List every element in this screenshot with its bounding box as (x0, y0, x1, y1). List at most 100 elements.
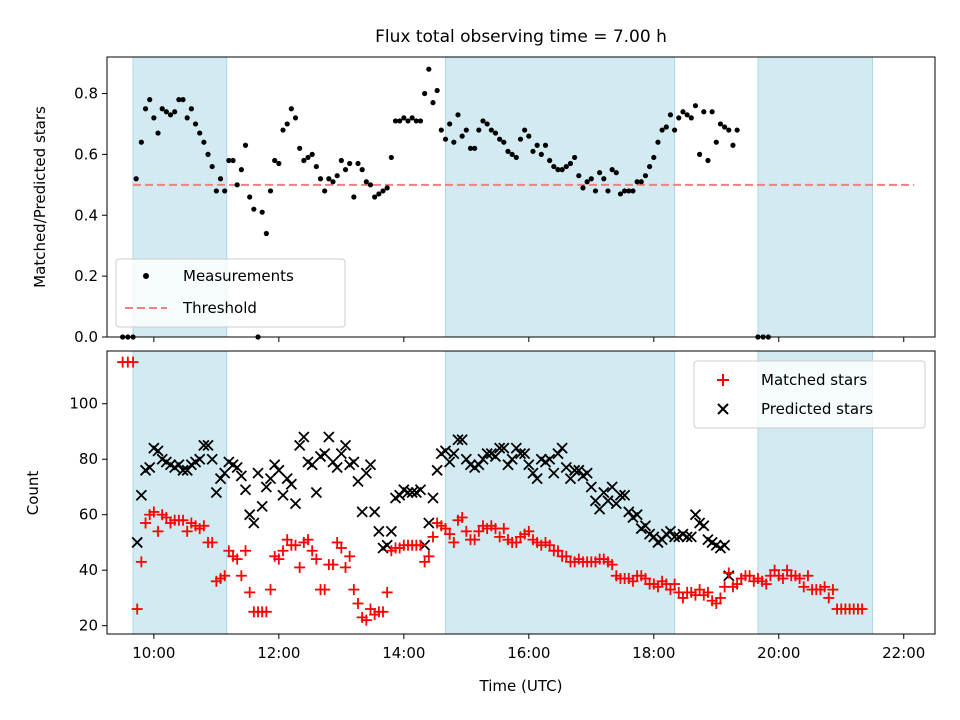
measurement-point (309, 151, 315, 157)
measurement-point (572, 154, 578, 161)
measurement-point (513, 154, 519, 161)
measurement-point (630, 188, 636, 194)
measurement-point (409, 115, 415, 121)
predicted-star-point (718, 539, 731, 551)
measurement-point (184, 115, 190, 121)
top-plot-frame (106, 56, 936, 338)
measurement-point (313, 163, 319, 170)
matched-star-point (473, 525, 485, 537)
measurement-point (455, 112, 461, 118)
matched-star-point (131, 603, 143, 615)
top-y-tick-label: 0.0 (74, 328, 98, 346)
measurement-point (159, 106, 165, 112)
measurement-point (559, 167, 565, 173)
predicted-star-point (581, 467, 593, 479)
predicted-star-point (256, 500, 268, 513)
measurement-point (722, 124, 728, 130)
measurement-point (484, 121, 490, 127)
measurement-point (397, 118, 403, 124)
measurement-point (580, 185, 586, 191)
predicted-star-point (685, 531, 697, 543)
predicted-star-point (323, 431, 335, 443)
predicted-star-point (231, 461, 243, 474)
measurement-point (180, 97, 186, 103)
measurement-point (422, 90, 428, 97)
predicted-star-point (519, 448, 531, 460)
measurement-point (605, 188, 611, 194)
predicted-star-point (648, 531, 660, 543)
measurement-point (697, 151, 703, 157)
matched-star-point (148, 506, 160, 518)
predicted-star-point (198, 439, 210, 451)
predicted-star-point (331, 461, 343, 474)
measurement-point (163, 109, 169, 115)
bottom-y-tick-label: 40 (79, 561, 98, 579)
matched-star-point (294, 561, 306, 573)
matched-star-point (827, 584, 839, 596)
matched-star-point (798, 581, 810, 593)
bottom-y-axis: 20 40 60 80 100 (69, 395, 107, 635)
measurement-point (222, 188, 228, 194)
measurement-point (659, 127, 665, 133)
matched-star-point (444, 528, 456, 540)
matched-star-point (494, 531, 506, 543)
measurement-point (267, 188, 274, 194)
predicted-star-point (210, 486, 222, 499)
x-tick-label: 20:00 (757, 644, 800, 662)
predicted-star-point (664, 525, 677, 537)
measurement-point (172, 109, 178, 115)
measurement-point (133, 176, 139, 182)
measurement-point (405, 118, 411, 124)
measurement-point (205, 151, 211, 157)
legend-measurements-marker (143, 273, 149, 279)
bottom-y-tick-label: 100 (69, 395, 98, 413)
measurement-point (434, 87, 440, 94)
measurement-point (430, 100, 436, 106)
matched-star-point (419, 556, 431, 568)
matched-star-point (244, 586, 256, 598)
matched-star-point (469, 534, 481, 546)
predicted-star-point (252, 467, 264, 479)
measurement-point (647, 163, 653, 170)
measurement-point (601, 176, 607, 182)
matched-stars-points (117, 356, 868, 626)
measurement-point (497, 136, 503, 142)
measurement-point (505, 148, 511, 154)
matched-star-point (240, 545, 252, 557)
measurement-point (701, 109, 707, 115)
x-tick-label: 18:00 (632, 644, 675, 662)
measurement-point (188, 106, 194, 112)
predicted-star-point (244, 509, 256, 521)
measurement-point (363, 179, 369, 185)
predicted-star-point (310, 486, 322, 499)
legend-matched-marker (717, 374, 729, 386)
measurement-point (155, 130, 161, 136)
predicted-star-point (135, 489, 148, 501)
predicted-star-point (502, 459, 514, 471)
measurement-point (642, 173, 649, 179)
measurement-point (322, 188, 328, 194)
matched-star-point (794, 573, 806, 585)
ratio-plot: 0.00.20.40.60.8 Matched/Predicted stars … (31, 56, 936, 346)
matched-star-point (448, 536, 460, 548)
matched-star-point (723, 567, 735, 579)
measurement-point (392, 118, 399, 124)
measurement-point (538, 151, 544, 157)
top-x-ticks (153, 337, 905, 342)
predicted-star-point (402, 486, 414, 499)
predicted-star-point (569, 464, 581, 476)
predicted-star-point (514, 448, 527, 460)
measurement-point (226, 157, 232, 164)
matched-star-point (352, 597, 364, 609)
matched-star-point (181, 525, 193, 537)
predicted-star-point (260, 481, 272, 493)
measurement-point (526, 133, 532, 139)
predicted-star-point (681, 531, 693, 543)
measurement-point (501, 139, 507, 145)
measurement-point (655, 139, 661, 145)
predicted-star-point (214, 472, 227, 485)
matched-star-point (277, 545, 289, 557)
measurement-point (242, 142, 249, 148)
predicted-star-point (373, 525, 385, 537)
matched-star-point (456, 511, 468, 523)
